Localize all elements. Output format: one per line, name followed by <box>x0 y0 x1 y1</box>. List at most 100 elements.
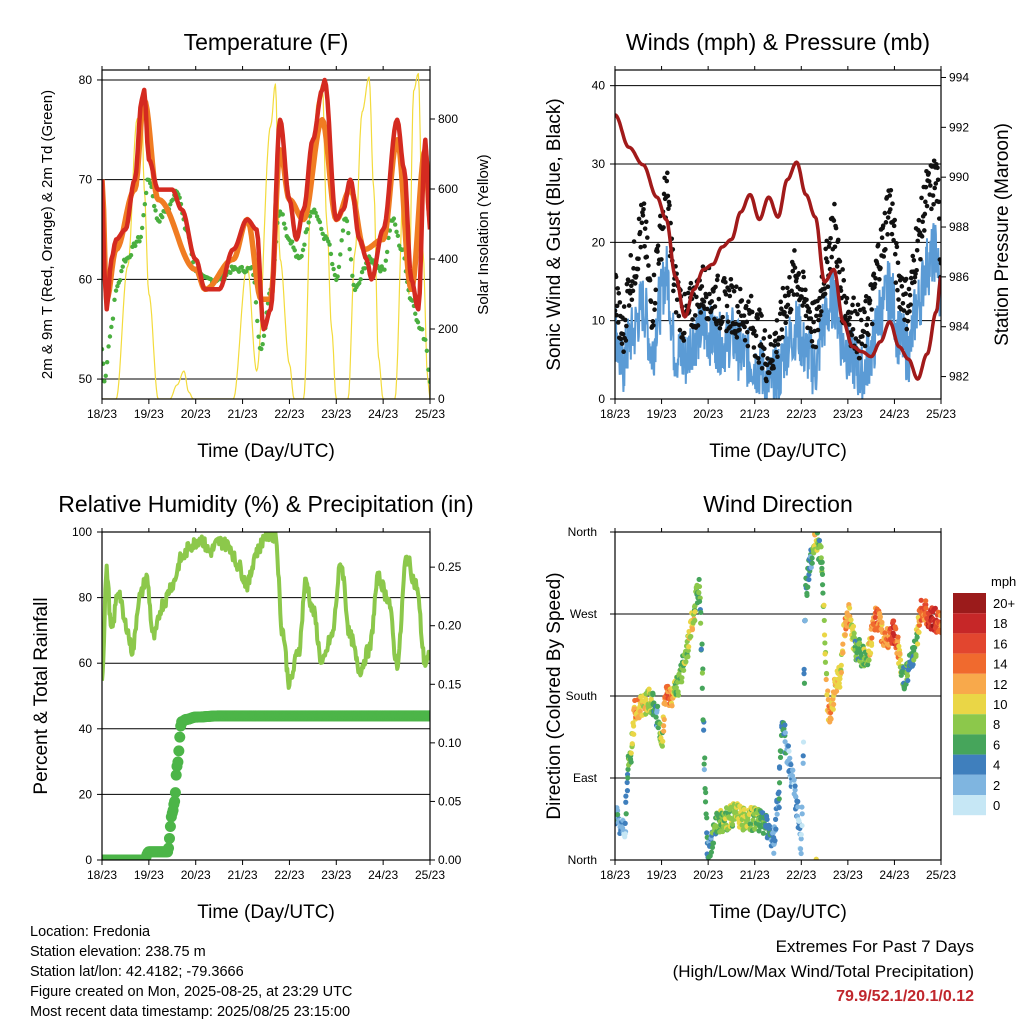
gust-point <box>695 323 701 328</box>
dewpoint-point <box>260 342 265 347</box>
dewpoint-point <box>253 300 259 305</box>
dewpoint-point <box>133 243 138 249</box>
direction-point <box>877 614 883 620</box>
gust-point <box>933 181 939 186</box>
gust-point <box>690 317 695 322</box>
legend-label: 8 <box>993 717 1000 732</box>
x-tick-label: 20/23 <box>181 407 211 421</box>
gust-point <box>784 314 790 319</box>
gust-point <box>643 219 649 225</box>
gust-point <box>840 267 845 272</box>
gust-point <box>919 195 924 201</box>
direction-point <box>776 796 782 802</box>
rainfall-point <box>163 832 175 844</box>
gust-point <box>906 286 912 292</box>
gust-point <box>782 310 787 315</box>
direction-point <box>882 630 888 636</box>
legend-swatch <box>953 633 986 654</box>
gust-point <box>877 277 882 282</box>
gust-point <box>843 313 848 319</box>
gust-point <box>753 333 759 339</box>
direction-point <box>624 779 630 786</box>
dewpoint-point <box>107 334 113 339</box>
solar-line <box>102 72 430 399</box>
gust-point <box>741 313 747 318</box>
gust-point <box>879 235 885 241</box>
gust-point <box>739 298 745 303</box>
gust-point <box>892 217 898 223</box>
gust-point <box>714 277 720 283</box>
y2-tick-label: 0.25 <box>438 560 462 574</box>
gust-point <box>618 336 624 342</box>
x-tick-label: 18/23 <box>600 868 630 882</box>
direction-point <box>813 856 819 860</box>
direction-point <box>821 602 827 608</box>
dewpoint-point <box>357 280 362 286</box>
direction-point <box>772 838 778 844</box>
gust-point <box>745 343 751 349</box>
rainfall-point <box>163 842 175 854</box>
x-tick-label: 20/23 <box>693 868 723 882</box>
x-axis-label: Time (Day/UTC) <box>709 441 847 462</box>
y2-tick-label: 986 <box>949 270 969 284</box>
dewpoint-point <box>327 242 332 247</box>
dewpoint-point <box>306 220 311 225</box>
gust-point <box>730 284 735 290</box>
gust-point <box>893 280 899 285</box>
gust-point <box>619 341 625 346</box>
gust-point <box>869 307 874 312</box>
direction-point <box>703 811 709 817</box>
legend-swatch <box>953 694 986 715</box>
gust-point <box>664 178 670 184</box>
gust-point <box>719 319 725 325</box>
gust-point <box>867 298 873 303</box>
gust-point <box>737 327 742 332</box>
dewpoint-point <box>281 221 287 226</box>
dewpoint-point <box>386 235 391 241</box>
gust-point <box>863 298 868 304</box>
legend-label: 2 <box>993 778 1000 793</box>
gust-point <box>637 229 643 235</box>
gust-point <box>855 311 860 317</box>
gust-point <box>655 243 661 248</box>
gust-point <box>930 193 936 198</box>
gust-point <box>828 235 833 241</box>
gust-point <box>859 341 865 347</box>
dewpoint-point <box>106 344 111 349</box>
gust-point <box>796 271 802 276</box>
direction-point <box>696 589 702 596</box>
dewpoint-point <box>102 361 106 366</box>
direction-point <box>795 804 801 810</box>
x-tick-label: 19/23 <box>134 407 164 421</box>
direction-point <box>777 754 784 760</box>
gust-point <box>800 269 806 275</box>
dewpoint-point <box>307 214 313 219</box>
direction-point <box>932 605 938 611</box>
gust-point <box>688 280 694 286</box>
gust-point <box>755 316 761 321</box>
gust-point <box>920 219 925 225</box>
elevation-text: Station elevation: 238.75 m <box>30 944 206 960</box>
direction-point <box>708 849 715 855</box>
gust-point <box>896 297 901 302</box>
direction-point <box>698 646 704 652</box>
gust-point <box>832 201 837 207</box>
gust-point <box>642 243 647 249</box>
direction-point <box>748 821 754 827</box>
direction-point <box>814 532 821 536</box>
gust-point <box>881 254 887 259</box>
gust-point <box>838 288 844 293</box>
direction-point <box>916 622 923 628</box>
extremes-values: 79.9/52.1/20.1/0.12 <box>836 988 974 1005</box>
gust-point <box>882 210 888 216</box>
y2-tick-label: 200 <box>438 322 458 336</box>
gust-point <box>713 284 718 290</box>
direction-point <box>681 667 687 673</box>
gust-point <box>825 284 831 290</box>
direction-point <box>773 826 779 832</box>
y-tick-label: 40 <box>79 722 93 736</box>
direction-point <box>837 676 843 682</box>
gust-point <box>636 256 641 262</box>
gust-point <box>671 288 676 294</box>
